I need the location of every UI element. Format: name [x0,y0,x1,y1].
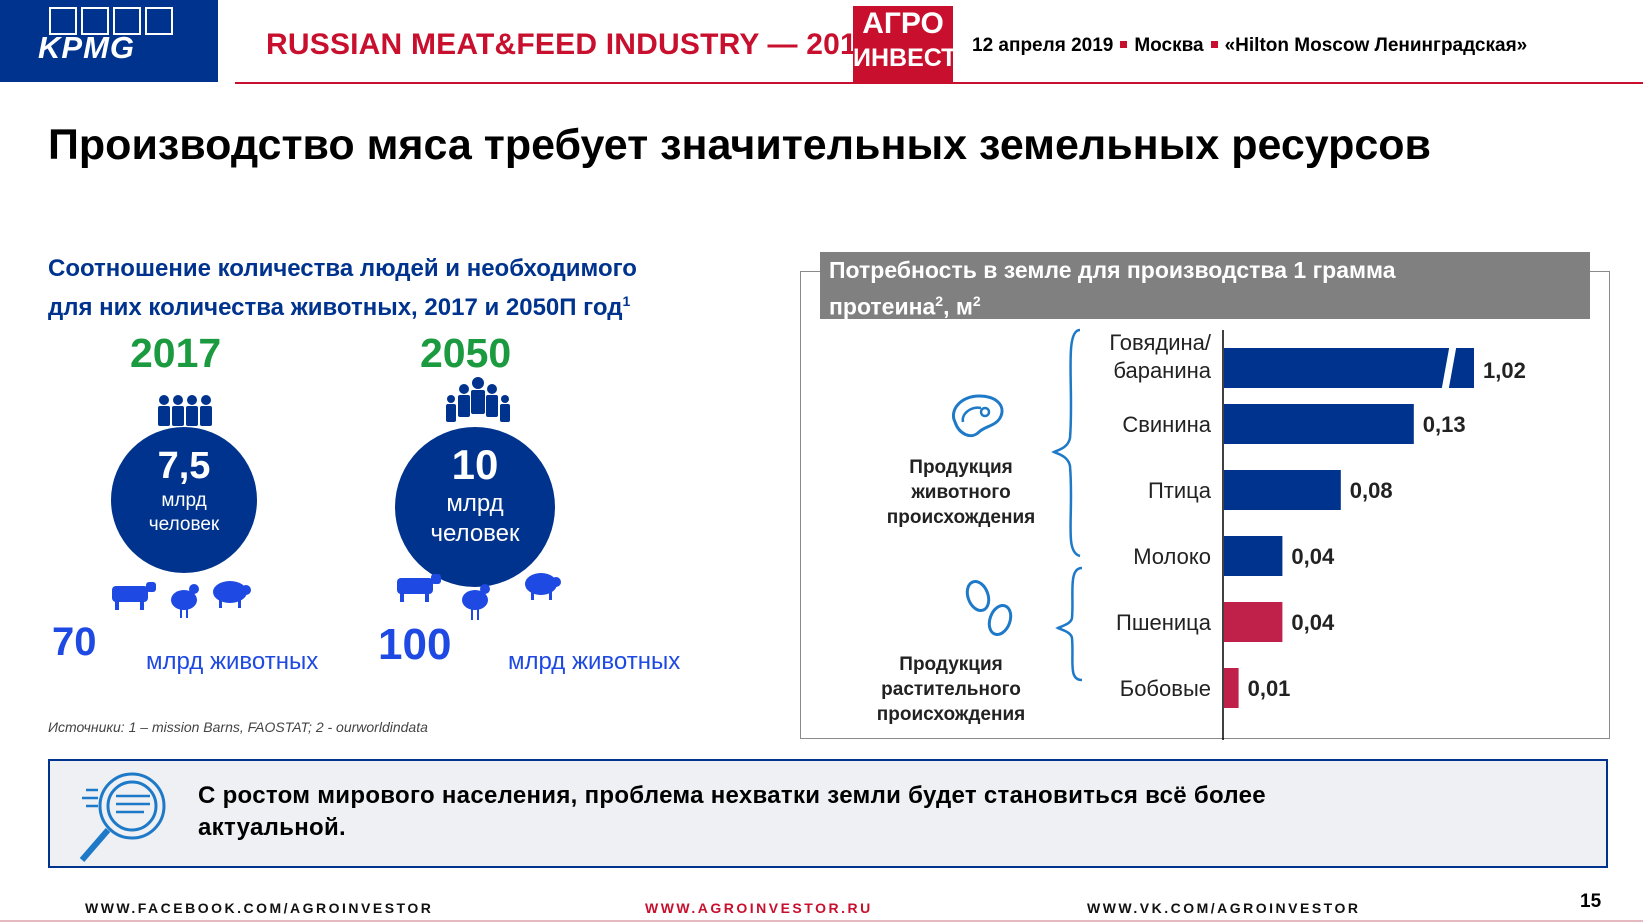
bar [1224,470,1341,510]
group-label-animal: Продукция животного происхождения [876,455,1046,530]
chicken-icon [171,584,199,618]
left-subtitle: Соотношение количества людей и необходим… [48,252,748,324]
year-2017-label: 2017 [130,330,222,376]
event-city: Москва [1134,35,1204,56]
vk-link[interactable]: WWW.VK.COM/AGROINVESTOR [1087,900,1361,916]
footer-divider [0,920,1643,922]
agroinvestor-logo: АГРО ИНВЕСТОР [853,6,992,82]
separator-square-icon [1120,41,1128,49]
value-label: 1,02 [1483,358,1526,383]
event-info: 12 апреля 2019 Москва «Hilton Moscow Ленин… [972,35,1527,57]
category-label: Бобовые [1120,676,1211,701]
value-label: 0,04 [1291,610,1335,635]
category-label: Птица [1148,478,1212,503]
conclusion-line1: С ростом мирового населения, проблема не… [198,782,1266,809]
category-label: Говядина/баранина [1109,330,1212,383]
agro-logo-bottom: ИНВЕСТОР [853,44,992,72]
cow-icon [397,574,441,602]
category-label: Пшеница [1116,610,1212,635]
footnote-marker: 1 [622,293,631,309]
people-2050-unit1: млрд [446,490,504,517]
people-group-large-icon [446,377,510,422]
header-divider [235,82,1643,84]
people-2050-circle: 10 млрд человек [395,427,555,587]
chart-title-unit: , м [943,293,973,320]
group-animal-line2: животного [911,482,1011,503]
animals-2017-label: млрд животных [146,648,319,675]
chart-title-line1: Потребность в земле для производства 1 г… [829,257,1396,283]
bar [1224,668,1239,708]
left-subtitle-line1: Соотношение количества людей и необходим… [48,255,637,282]
people-2050-unit2: человек [430,520,520,547]
bar [1224,404,1414,444]
magnifier-document-icon [79,772,166,862]
brace-plant [1055,566,1083,682]
livestock-2017-icons [112,581,251,618]
group-label-plant: Продукция растительного происхождения [866,652,1036,727]
group-plant-line2: растительного [881,679,1021,700]
site-link[interactable]: WWW.AGROINVESTOR.RU [645,900,873,916]
cow-icon [112,582,156,610]
sheep-icon [213,581,251,608]
category-label: Свинина [1122,412,1211,437]
left-subtitle-line2: для них количества животных, 2017 и 2050… [48,294,623,321]
people-2017-unit1: млрд [161,490,207,511]
group-plant-line3: происхождения [876,704,1026,725]
event-date: 12 апреля 2019 [972,35,1114,56]
people-2017-circle: 7,5 млрд человек [111,427,257,573]
chart-title-unit-sup: 2 [972,293,981,309]
value-label: 0,01 [1248,676,1291,701]
group-braces [1051,328,1083,682]
sources-note: Источники: 1 – mission Barns, FAOSTAT; 2… [48,719,428,735]
page-number: 15 [1580,891,1602,912]
agro-logo-top: АГРО [862,7,944,40]
value-label: 0,08 [1350,478,1393,503]
animals-2017-value: 70 [52,620,97,664]
animals-2050-value: 100 [378,620,452,669]
category-label: Молоко [1133,544,1211,569]
land-need-bar-chart: Говядина/баранина 1,02 Свинина 0,13 Птица 0,0… [1109,330,1526,740]
chart-title-footnote: 2 [935,293,944,309]
event-venue: «Hilton Moscow Ленинградская» [1224,35,1528,56]
chicken-icon [462,584,490,620]
chart-title-line2: протеина [829,293,936,320]
sheep-icon [525,573,561,600]
page-title: Производство мяса требует значительных з… [48,121,1431,169]
animals-2050-label: млрд животных [508,648,681,675]
axis-break-mark [1441,345,1457,391]
bar [1224,602,1283,642]
grain-seeds-icon [965,579,1013,637]
group-plant-line1: Продукция [899,654,1003,675]
group-animal-line1: Продукция [909,457,1013,478]
bar [1224,536,1283,576]
people-group-icon [158,395,212,426]
people-2050-value: 10 [451,441,499,488]
kpmg-logo-squares-icon [49,7,173,35]
chart-title: Потребность в земле для производства 1 г… [820,252,1590,320]
facebook-link[interactable]: WWW.FACEBOOK.COM/AGROINVESTOR [85,900,434,916]
value-label: 0,04 [1291,544,1335,569]
conference-title: RUSSIAN MEAT&FEED INDUSTRY — 2019 [266,28,874,61]
conclusion-line2: актуальной. [198,814,346,841]
people-2017-value: 7,5 [157,445,211,487]
year-2050-label: 2050 [420,330,512,376]
bar [1224,348,1474,388]
meat-steak-icon [952,394,1004,438]
conclusion-text: С ростом мирового населения, проблема не… [198,780,1578,844]
kpmg-logo-text: KPMG [38,30,135,65]
brace-animal [1051,328,1081,558]
people-2017-unit2: человек [148,514,220,535]
value-label: 0,13 [1423,412,1466,437]
conclusion-callout [48,759,1608,868]
group-animal-line3: происхождения [886,507,1036,528]
separator-square-icon [1210,41,1218,49]
livestock-2050-icons [397,573,561,620]
